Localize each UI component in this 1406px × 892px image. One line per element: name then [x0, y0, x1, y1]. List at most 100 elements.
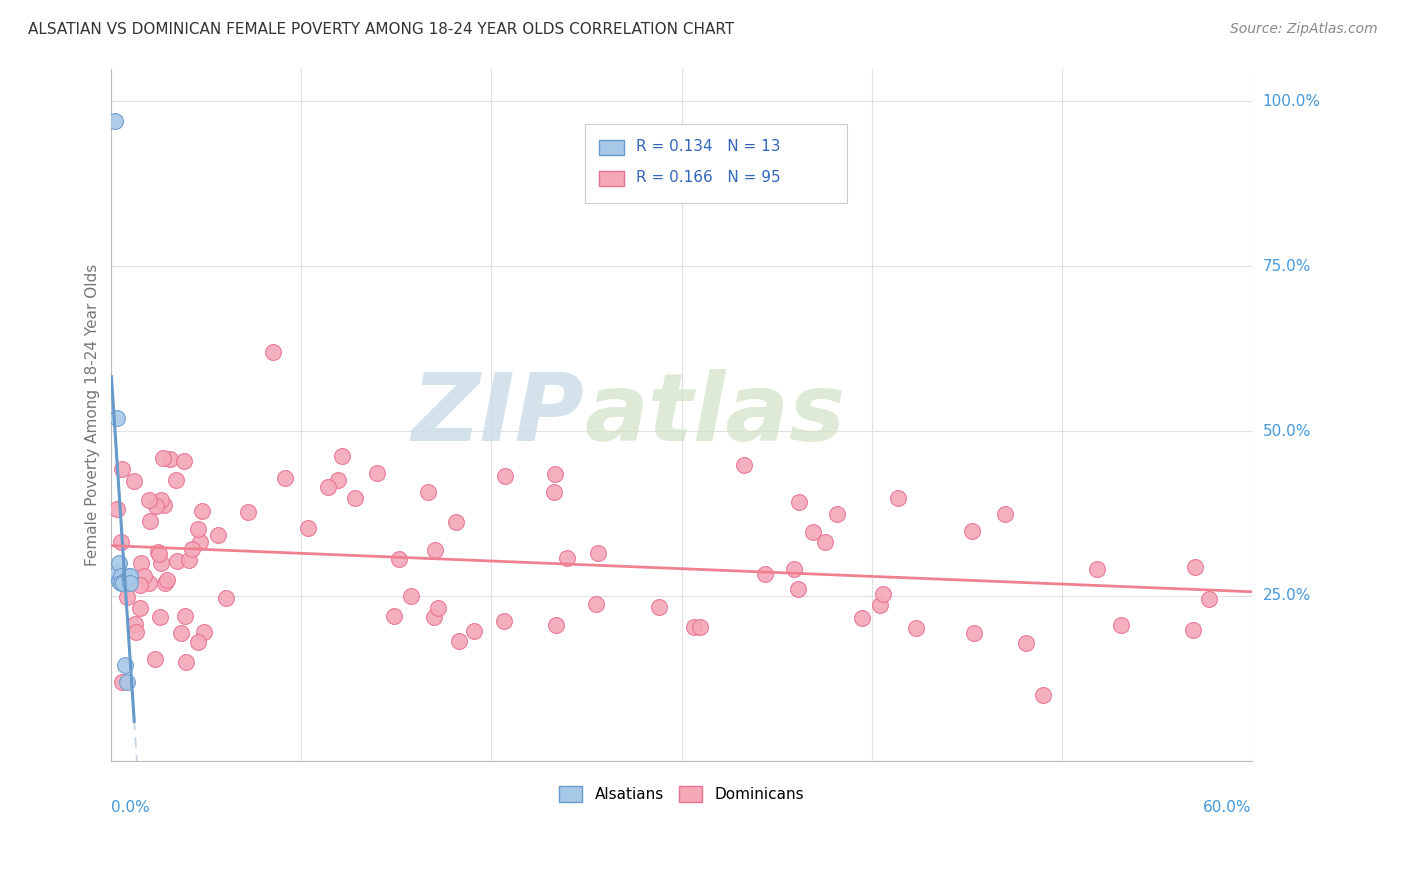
Point: [801, 524, 824, 539]
Point: [153, 498, 176, 512]
Point: [128, 600, 150, 615]
Point: [188, 534, 211, 549]
Point: [326, 473, 349, 487]
Text: ALSATIAN VS DOMINICAN FEMALE POVERTY AMONG 18-24 YEAR OLDS CORRELATION CHART: ALSATIAN VS DOMINICAN FEMALE POVERTY AMO…: [28, 22, 734, 37]
Point: [960, 524, 983, 538]
Point: [1198, 591, 1220, 606]
Point: [1109, 618, 1132, 632]
Point: [297, 521, 319, 535]
Point: [382, 608, 405, 623]
Point: [166, 554, 188, 568]
Point: [149, 493, 172, 508]
Point: [783, 562, 806, 576]
Point: [138, 493, 160, 508]
Point: [463, 624, 485, 638]
Point: [148, 547, 170, 561]
Point: [544, 467, 567, 481]
Point: [422, 609, 444, 624]
Point: [787, 582, 810, 596]
Point: [905, 621, 928, 635]
Point: [544, 618, 567, 632]
Point: [129, 577, 152, 591]
Point: [124, 617, 146, 632]
Point: [191, 504, 214, 518]
Point: [110, 575, 132, 590]
Point: [994, 508, 1017, 522]
Text: 25.0%: 25.0%: [1263, 589, 1310, 603]
Point: [1181, 623, 1204, 637]
Text: 0.0%: 0.0%: [111, 799, 150, 814]
Point: [330, 449, 353, 463]
Point: [366, 466, 388, 480]
Point: [187, 522, 209, 536]
Point: [872, 587, 894, 601]
Point: [1015, 636, 1038, 650]
Point: [108, 556, 131, 570]
Point: [165, 473, 187, 487]
Point: [318, 480, 340, 494]
Text: Source: ZipAtlas.com: Source: ZipAtlas.com: [1230, 22, 1378, 37]
Text: R = 0.134   N = 13: R = 0.134 N = 13: [636, 139, 780, 154]
Point: [963, 626, 986, 640]
Point: [149, 556, 172, 570]
Point: [648, 599, 671, 614]
Text: R = 0.166   N = 95: R = 0.166 N = 95: [636, 170, 780, 186]
Point: [176, 655, 198, 669]
Text: ZIP: ZIP: [412, 368, 585, 460]
Point: [683, 620, 706, 634]
Point: [814, 535, 837, 549]
Point: [274, 471, 297, 485]
Point: [494, 469, 516, 483]
Point: [111, 575, 134, 590]
Text: atlas: atlas: [585, 368, 846, 460]
Point: [111, 461, 134, 475]
Point: [418, 484, 440, 499]
Point: [689, 620, 711, 634]
Point: [174, 608, 197, 623]
Point: [115, 674, 138, 689]
Point: [887, 491, 910, 506]
Point: [177, 553, 200, 567]
Point: [449, 633, 471, 648]
Point: [494, 615, 516, 629]
Point: [139, 514, 162, 528]
Point: [388, 552, 411, 566]
Point: [120, 569, 142, 583]
Point: [444, 515, 467, 529]
Point: [170, 626, 193, 640]
Point: [149, 610, 172, 624]
Point: [117, 569, 139, 583]
Point: [108, 574, 131, 589]
Y-axis label: Female Poverty Among 18-24 Year Olds: Female Poverty Among 18-24 Year Olds: [86, 263, 100, 566]
Point: [120, 575, 142, 590]
Point: [193, 624, 215, 639]
Point: [1087, 562, 1109, 576]
Point: [131, 556, 153, 570]
Point: [111, 674, 134, 689]
Point: [110, 569, 132, 583]
Point: [114, 658, 136, 673]
Point: [143, 652, 166, 666]
Point: [155, 576, 177, 591]
Point: [104, 114, 127, 128]
Point: [122, 474, 145, 488]
FancyBboxPatch shape: [599, 140, 624, 155]
Point: [825, 507, 848, 521]
Point: [851, 611, 873, 625]
Point: [180, 542, 202, 557]
Point: [585, 597, 607, 611]
Text: 75.0%: 75.0%: [1263, 259, 1310, 274]
Point: [344, 491, 367, 505]
Point: [138, 576, 160, 591]
Point: [1184, 559, 1206, 574]
Point: [262, 345, 284, 359]
Point: [117, 590, 139, 604]
Text: 50.0%: 50.0%: [1263, 424, 1310, 439]
Point: [787, 494, 810, 508]
Point: [187, 634, 209, 648]
Point: [107, 502, 129, 516]
Point: [125, 624, 148, 639]
Point: [427, 601, 450, 615]
Point: [132, 569, 155, 583]
Point: [754, 567, 776, 582]
